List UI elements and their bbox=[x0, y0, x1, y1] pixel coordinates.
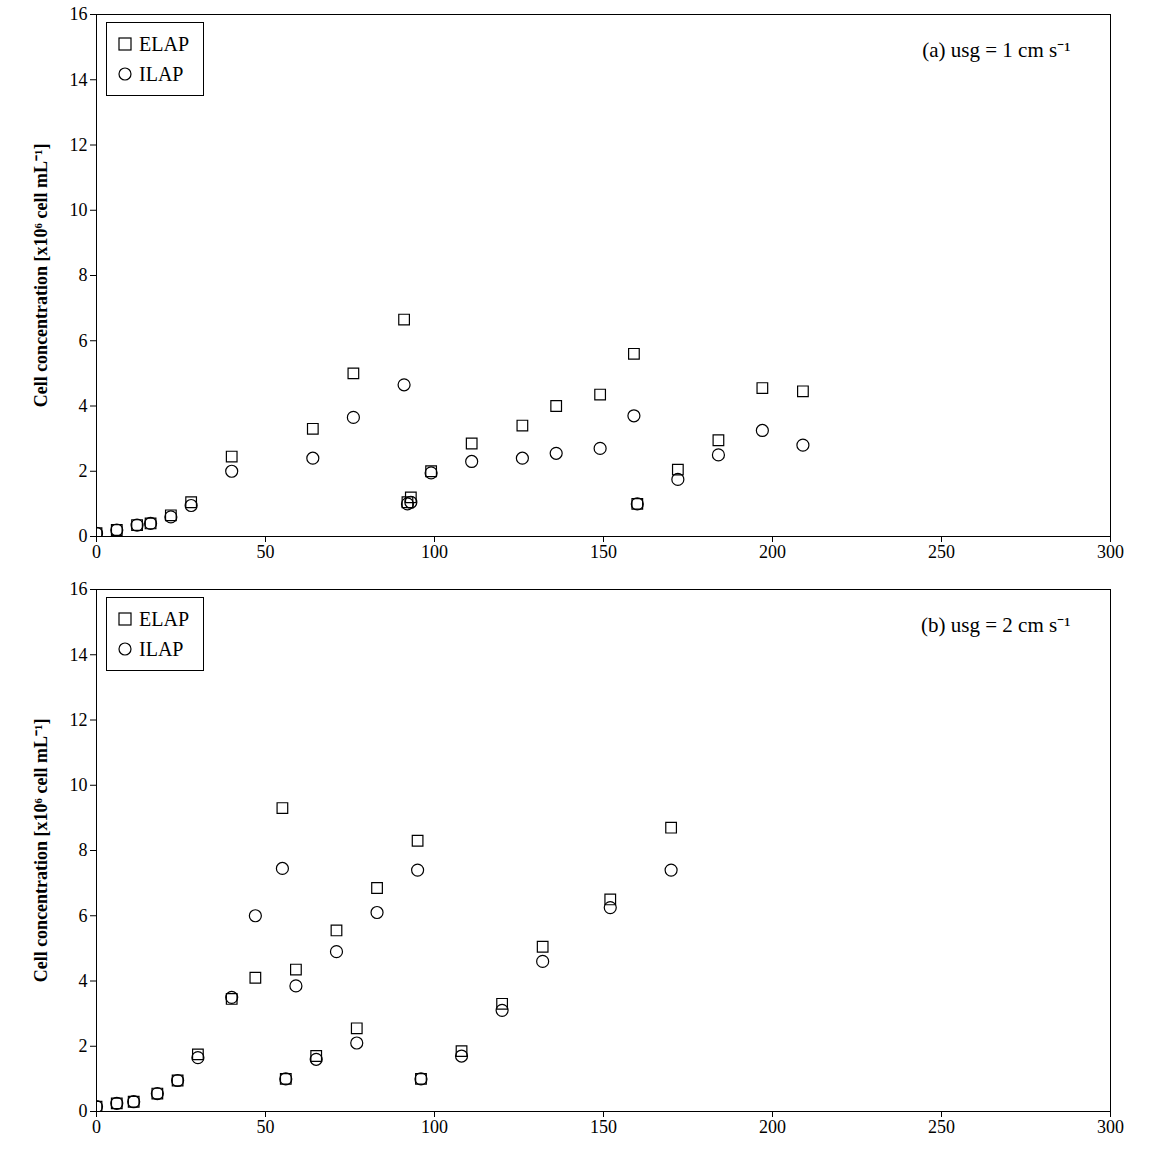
svg-text:150: 150 bbox=[590, 1117, 617, 1137]
svg-text:100: 100 bbox=[421, 542, 448, 562]
html-text:ILAP: ILAP bbox=[139, 62, 184, 85]
svg-text:2: 2 bbox=[79, 1036, 88, 1056]
html-text:ILAP: ILAP bbox=[139, 637, 184, 660]
svg-text:300: 300 bbox=[1097, 1117, 1124, 1137]
svg-text:200: 200 bbox=[759, 1117, 786, 1137]
svg-text:0: 0 bbox=[79, 1101, 88, 1121]
svg-text:50: 50 bbox=[257, 542, 275, 562]
svg-text:16: 16 bbox=[70, 4, 88, 24]
html-text:ELAP: ELAP bbox=[139, 32, 189, 55]
svg-text:150: 150 bbox=[590, 542, 617, 562]
svg-text:Cell concentration [x10⁶ cell: Cell concentration [x10⁶ cell mL⁻¹] bbox=[31, 719, 51, 983]
svg-text:300: 300 bbox=[1097, 542, 1124, 562]
svg-text:2: 2 bbox=[79, 461, 88, 481]
svg-text:16: 16 bbox=[70, 579, 88, 599]
svg-text:100: 100 bbox=[421, 1117, 448, 1137]
svg-text:200: 200 bbox=[759, 542, 786, 562]
svg-text:8: 8 bbox=[79, 265, 88, 285]
svg-text:0: 0 bbox=[92, 1117, 101, 1137]
svg-text:0: 0 bbox=[92, 542, 101, 562]
svg-text:(a) usg = 1 cm s⁻¹: (a) usg = 1 cm s⁻¹ bbox=[922, 38, 1070, 62]
svg-text:250: 250 bbox=[928, 1117, 955, 1137]
svg-text:12: 12 bbox=[70, 710, 88, 730]
svg-text:50: 50 bbox=[257, 1117, 275, 1137]
svg-text:14: 14 bbox=[70, 70, 88, 90]
svg-text:(b) usg = 2 cm s⁻¹: (b) usg = 2 cm s⁻¹ bbox=[921, 613, 1070, 637]
svg-text:10: 10 bbox=[70, 200, 88, 220]
svg-text:0: 0 bbox=[79, 526, 88, 546]
svg-text:10: 10 bbox=[70, 775, 88, 795]
svg-text:6: 6 bbox=[79, 331, 88, 351]
svg-text:14: 14 bbox=[70, 645, 88, 665]
html-text:ELAP: ELAP bbox=[139, 607, 189, 630]
svg-text:Cell concentration [x10⁶ cell: Cell concentration [x10⁶ cell mL⁻¹] bbox=[31, 144, 51, 408]
svg-text:4: 4 bbox=[79, 396, 88, 416]
svg-text:12: 12 bbox=[70, 135, 88, 155]
svg-text:6: 6 bbox=[79, 906, 88, 926]
svg-text:4: 4 bbox=[79, 971, 88, 991]
svg-text:250: 250 bbox=[928, 542, 955, 562]
svg-text:8: 8 bbox=[79, 840, 88, 860]
